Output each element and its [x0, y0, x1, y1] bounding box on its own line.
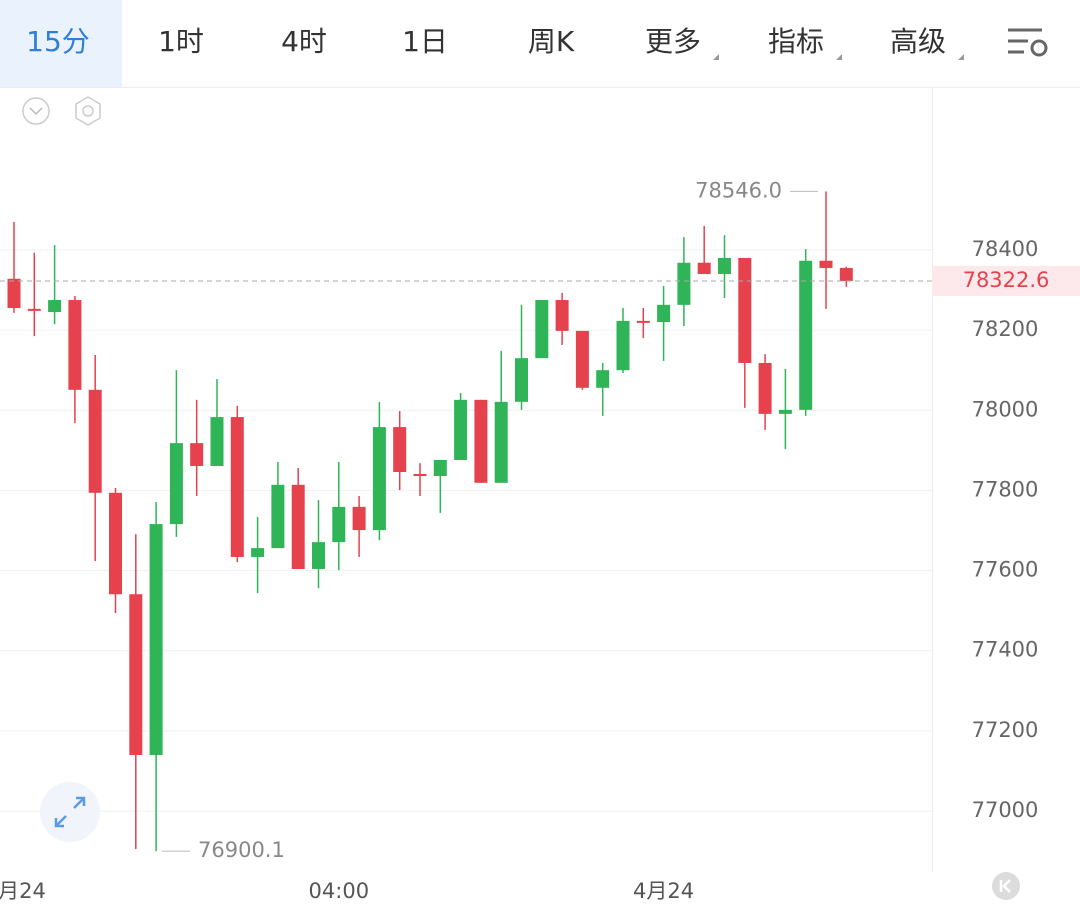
tab[interactable]: 高级: [890, 25, 946, 58]
candle-body: [799, 260, 813, 410]
y-tick-label: 77600: [972, 558, 1039, 582]
candle-body: [413, 473, 427, 476]
candle-body: [190, 443, 204, 466]
x-tick-label: 04:00: [309, 879, 370, 903]
candle-body: [494, 401, 508, 483]
expand-button[interactable]: [40, 782, 100, 842]
candle-body: [677, 262, 691, 305]
collapse-button[interactable]: [22, 97, 50, 125]
candle-body: [291, 484, 305, 569]
candle-body: [839, 267, 853, 281]
candle-body: [718, 257, 731, 274]
active-tab-bg: [0, 0, 122, 87]
candle-body: [535, 300, 549, 359]
candle-body: [454, 399, 468, 460]
candle-body: [474, 399, 488, 483]
candle-body: [129, 594, 143, 755]
candle-body: [372, 427, 386, 531]
candle-body: [393, 427, 407, 472]
candle-body: [48, 300, 62, 313]
y-tick-label: 78200: [972, 317, 1039, 341]
candle-body: [616, 320, 630, 371]
candle-body: [149, 524, 163, 755]
tab[interactable]: 更多: [645, 25, 701, 58]
reset-button[interactable]: [992, 872, 1020, 900]
x-tick-label: 4月24: [633, 879, 694, 903]
tab[interactable]: 周K: [528, 25, 575, 58]
candle-body: [7, 278, 21, 309]
y-tick-label: 77000: [972, 798, 1039, 822]
y-tick-label: 77800: [972, 477, 1039, 501]
expand-icon: [54, 796, 86, 828]
candle-body: [251, 548, 265, 557]
annotation-label: 78546.0: [695, 178, 782, 202]
settings-hex-dot: [82, 105, 94, 117]
settings-icon[interactable]: [1008, 28, 1048, 57]
tab[interactable]: 1日: [402, 25, 448, 58]
tab[interactable]: 指标: [768, 25, 824, 58]
candle-body: [657, 304, 671, 323]
candle-body: [68, 300, 82, 390]
candle-body: [88, 389, 102, 493]
candle-body: [738, 257, 752, 363]
dropdown-arrow: [958, 54, 964, 60]
candle-body: [758, 362, 772, 414]
dropdown-arrow: [836, 54, 842, 60]
candle-body: [27, 308, 41, 311]
last-price-label: 78322.6: [963, 268, 1050, 292]
annotation-label: 76900.1: [198, 838, 285, 862]
chevron: [29, 107, 43, 116]
candle-body: [778, 409, 792, 414]
candle-body: [352, 506, 366, 531]
dropdown-arrow: [713, 54, 719, 60]
y-tick-label: 78000: [972, 397, 1039, 421]
candle-body: [433, 459, 447, 476]
candle-body: [210, 417, 224, 466]
candle-body: [109, 492, 122, 595]
candle-body: [312, 542, 325, 569]
candle-body: [636, 320, 650, 323]
y-tick-label: 77400: [972, 638, 1039, 662]
last-price-tag: [932, 265, 1080, 296]
reset-icon: [999, 879, 1011, 893]
candle-body: [169, 443, 183, 525]
candle-body: [697, 262, 711, 274]
candle-body: [271, 484, 285, 549]
candle-body: [596, 370, 610, 388]
y-tick-label: 77200: [972, 718, 1039, 742]
tab[interactable]: 1时: [158, 25, 204, 58]
candle-body: [515, 358, 528, 402]
x-tick-label: 月24: [0, 879, 46, 903]
candle-body: [555, 300, 569, 331]
candle-body: [332, 506, 346, 543]
y-tick-label: 78400: [972, 237, 1039, 261]
tab[interactable]: 15分: [26, 25, 90, 58]
candle-body: [575, 330, 589, 388]
candle-body: [819, 260, 833, 268]
tab[interactable]: 4时: [281, 25, 327, 58]
candle-body: [230, 417, 244, 557]
settings-hex[interactable]: [75, 96, 101, 126]
